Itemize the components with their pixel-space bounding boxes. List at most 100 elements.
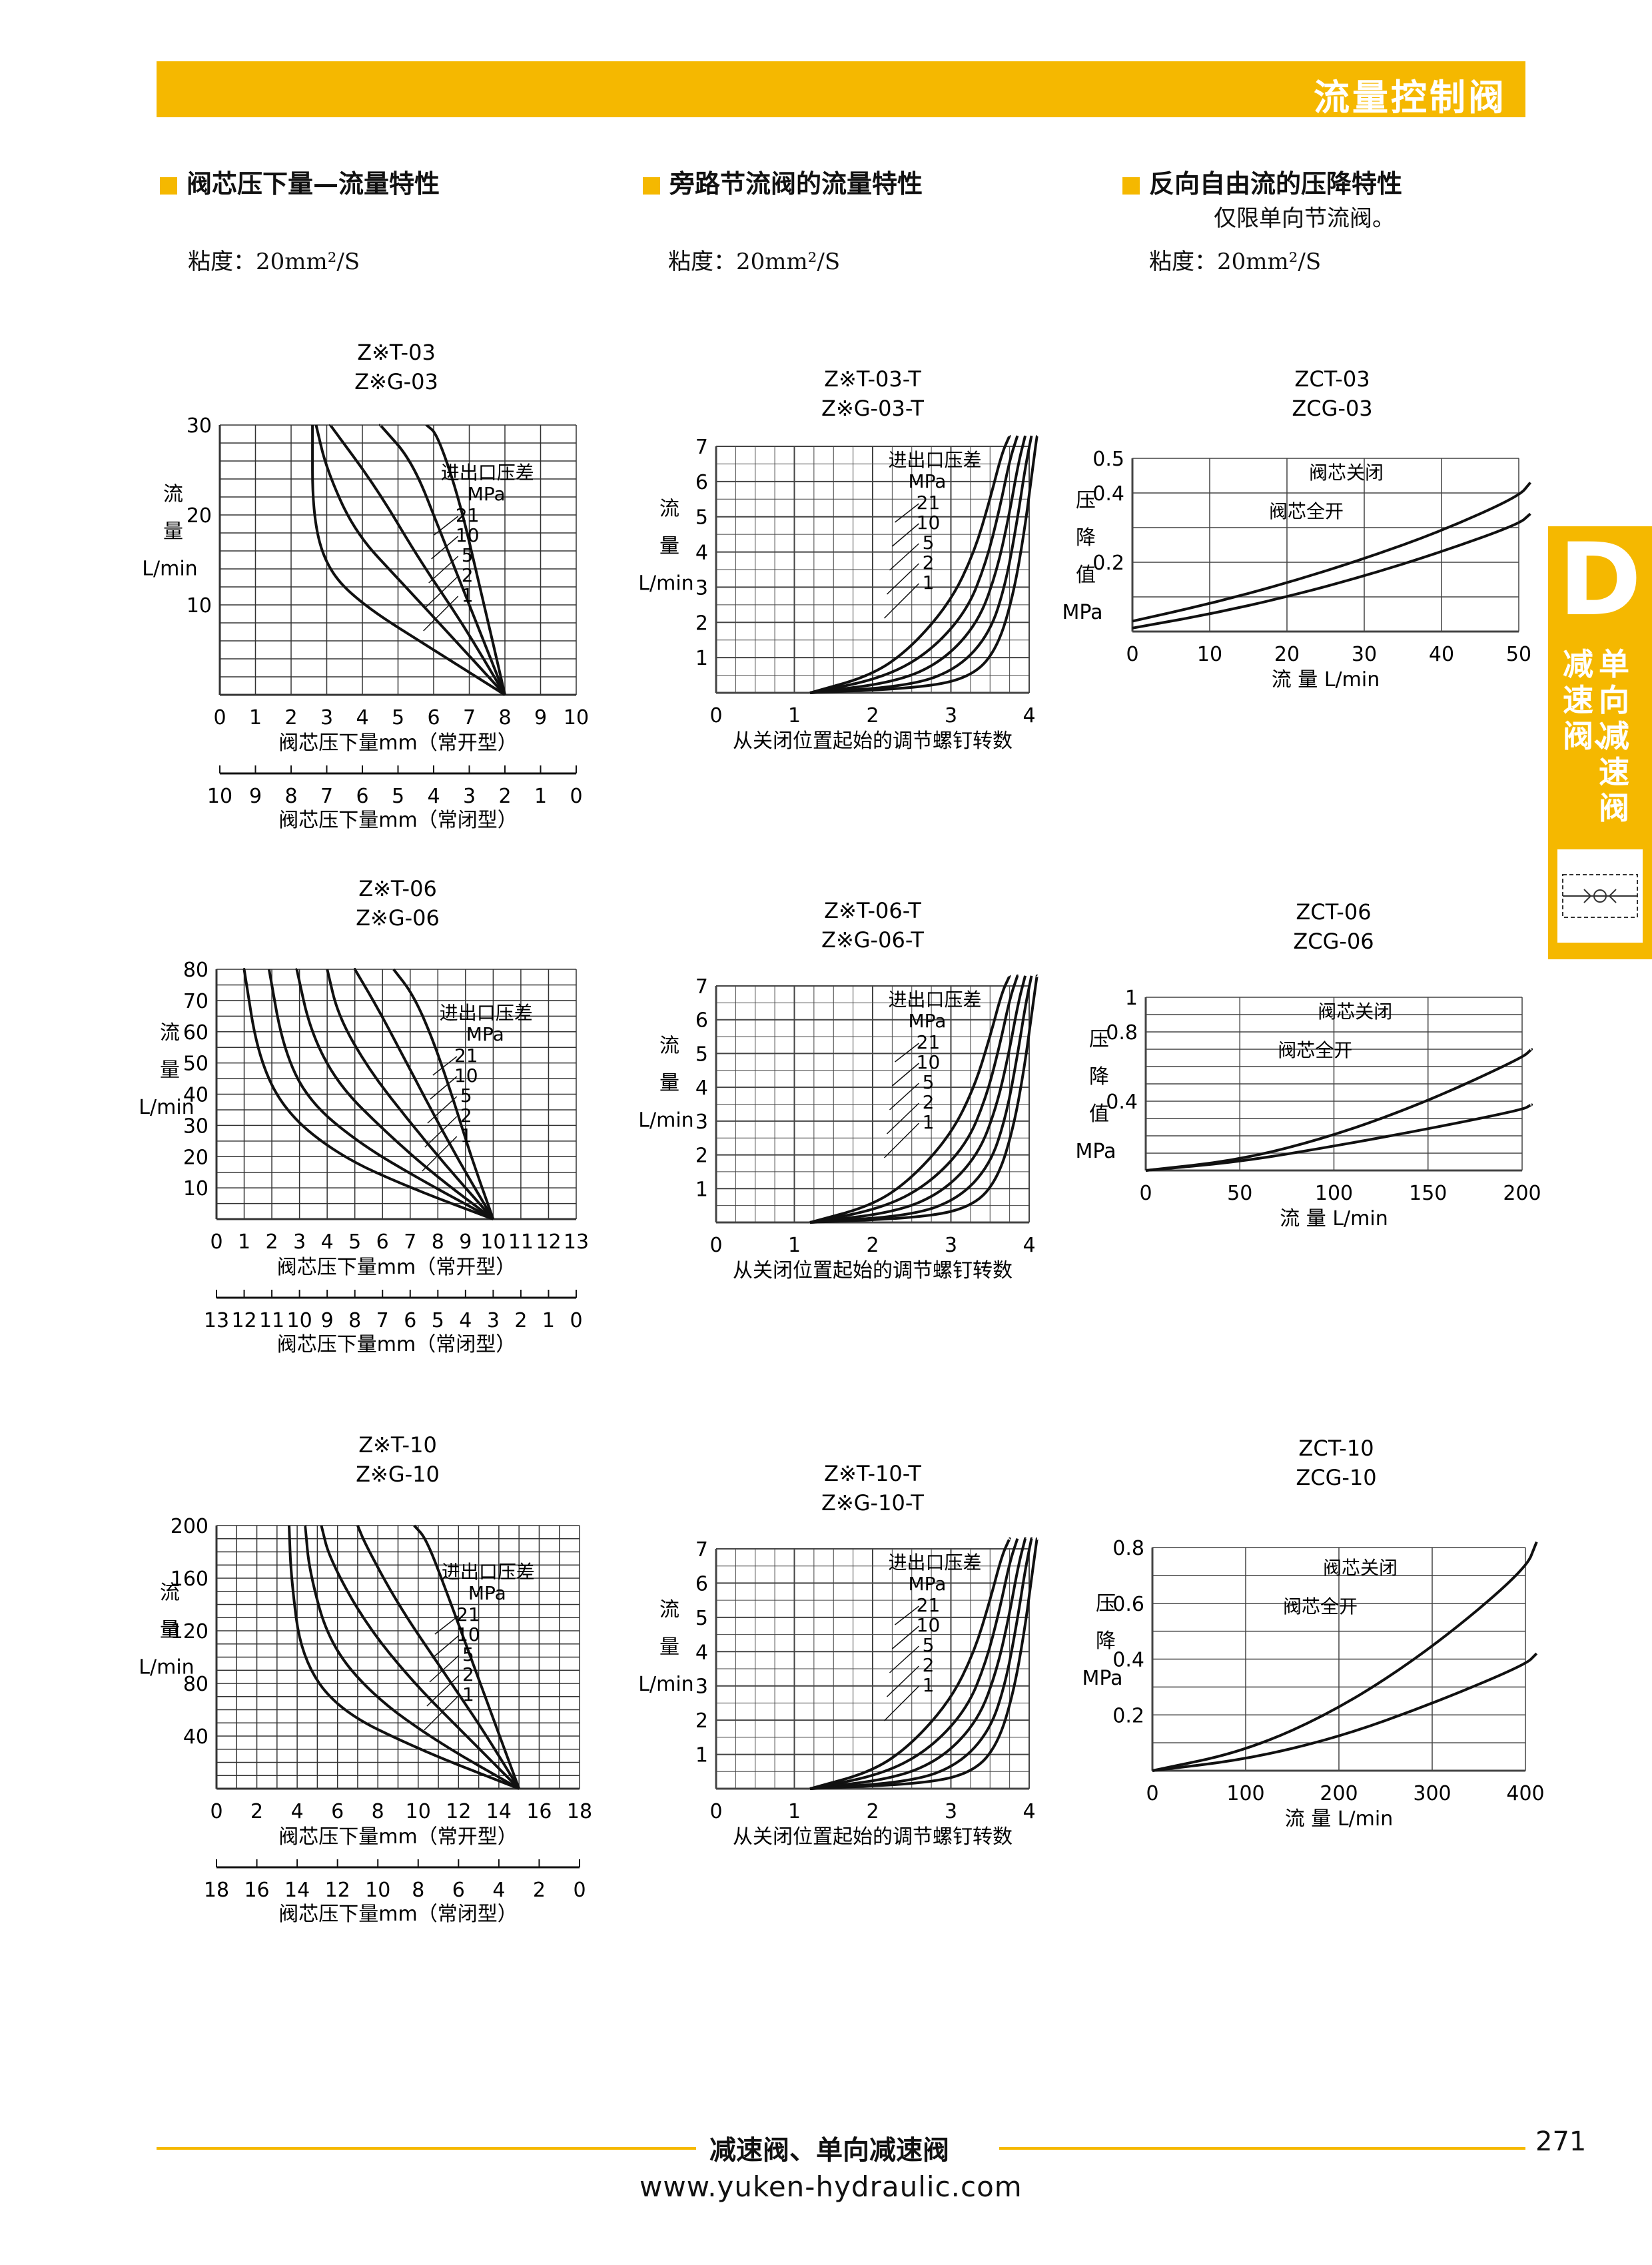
x-tick-label: 5 [392,706,404,729]
y-axis-label: MPa [1082,1667,1122,1690]
series-line [809,974,1038,1224]
legend-label: 10 [917,1614,941,1636]
legend-label: 21 [917,1594,941,1616]
y-tick-label: 40 [183,1084,208,1107]
x-tick-label: 2 [284,706,297,729]
legend-unit: MPa [909,1010,947,1032]
curve-label-closed: 阀芯关闭 [1309,462,1384,484]
secondary-x-tick-label: 10 [365,1879,390,1902]
legend-title: 进出口压差 [889,989,982,1011]
legend-unit: MPa [909,1573,947,1595]
y-tick-label: 3 [695,1675,708,1699]
y-axis-label: 降 [1076,526,1096,550]
y-axis-label: MPa [1075,1140,1116,1163]
x-tick-label: 1 [788,704,801,727]
legend-label: 10 [917,1051,941,1073]
x-tick-label: 6 [376,1230,389,1254]
x-tick-label: 0 [210,1800,222,1823]
chart-title: Z※G-10-T [821,1490,924,1516]
legend-title: 进出口压差 [442,1561,535,1583]
x-tick-label: 13 [564,1230,589,1254]
y-tick-label: 4 [695,1077,708,1100]
y-axis-label: L/min [638,1109,693,1132]
bullet-square-icon [643,177,660,195]
legend-label: 21 [917,1031,941,1053]
y-tick-label: 10 [187,594,212,618]
y-tick-label: 6 [695,1572,708,1595]
legend-leader-line [429,1655,460,1683]
section-title-1: 阀芯压下量—流量特性 [160,163,440,200]
secondary-x-tick-label: 8 [348,1309,361,1332]
legend-label: 5 [460,1085,472,1107]
legend-unit: MPa [909,470,947,492]
secondary-x-tick-label: 18 [204,1879,229,1902]
secondary-x-tick-label: 7 [376,1309,389,1332]
legend-label: 1 [923,1111,935,1133]
x-tick-label: 1 [249,706,262,729]
x-tick-label: 2 [266,1230,278,1254]
legend-unit: MPa [468,483,506,505]
series-line [242,967,494,1220]
curve-label-open: 阀芯全开 [1278,1039,1352,1061]
x-tick-label: 16 [526,1800,552,1823]
curve-label-open: 阀芯全开 [1283,1595,1358,1617]
x-tick-label: 0 [709,1800,722,1823]
x-tick-label: 4 [1023,1234,1035,1257]
section-title-text: 反向自由流的压降特性 [1149,169,1403,199]
legend-leader-line [886,563,920,595]
page-number: 271 [1535,2126,1587,2157]
x-tick-label: 2 [866,1234,879,1257]
x-tick-label: 6 [331,1800,344,1823]
series-line [304,1524,520,1790]
secondary-x-tick-label: 3 [463,785,476,808]
series-line [378,424,506,695]
x-tick-label: 4 [1023,704,1035,727]
series-line [809,434,1011,694]
y-tick-label: 6 [695,471,708,494]
chart-title: Z※T-03 [357,340,436,365]
chart-title: Z※T-03-T [824,366,921,392]
secondary-x-tick-label: 0 [570,785,582,808]
x-tick-label: 7 [463,706,476,729]
series-line [1132,482,1531,623]
legend-leader-line [424,1116,458,1148]
x-tick-label: 8 [372,1800,384,1823]
legend-label: 1 [462,584,474,606]
y-axis-label: MPa [1062,601,1102,624]
viscosity-2: 粘度：20mm²/S [668,248,841,275]
secondary-x-tick-label: 5 [392,785,404,808]
y-axis-label: L/min [638,572,693,596]
legend-label: 5 [923,1071,935,1093]
y-axis-label: 流 [160,1021,180,1045]
legend-leader-line [892,1625,919,1649]
x-tick-label: 100 [1315,1182,1353,1205]
chart-title: Z※G-10 [356,1462,440,1487]
legend-unit: MPa [468,1582,506,1604]
y-tick-label: 5 [695,1043,708,1066]
x-tick-label: 3 [945,1234,957,1257]
x-axis-label: 阀芯压下量mm（常开型） [277,1256,516,1279]
secondary-x-tick-label: 2 [514,1309,527,1332]
y-tick-label: 40 [183,1725,208,1749]
series-line [1152,1541,1538,1772]
legend-label: 10 [456,1623,480,1645]
y-tick-label: 1 [695,1178,708,1201]
y-axis-label: 量 [163,520,183,543]
legend-title: 进出口压差 [441,462,534,484]
y-tick-label: 20 [187,504,212,528]
y-tick-label: 0.4 [1106,1091,1138,1114]
chart-title: Z※G-03-T [821,396,924,421]
legend-leader-line [427,1096,458,1124]
series-line [328,424,506,696]
x-tick-label: 8 [498,706,511,729]
legend-leader-line [895,1043,919,1063]
legend-label: 5 [923,1634,935,1656]
series-line [1152,1652,1538,1772]
footer-url: www.yuken-hydraulic.com [639,2170,1023,2203]
secondary-x-axis-label: 阀芯压下量mm（常闭型） [278,809,517,832]
legend-label: 1 [460,1125,472,1146]
secondary-x-tick-label: 11 [259,1309,284,1332]
x-axis-label: 从关闭位置起始的调节螺钉转数 [733,1259,1013,1282]
chart-title: ZCT-03 [1294,366,1370,392]
footer-rule-right [999,2147,1525,2150]
